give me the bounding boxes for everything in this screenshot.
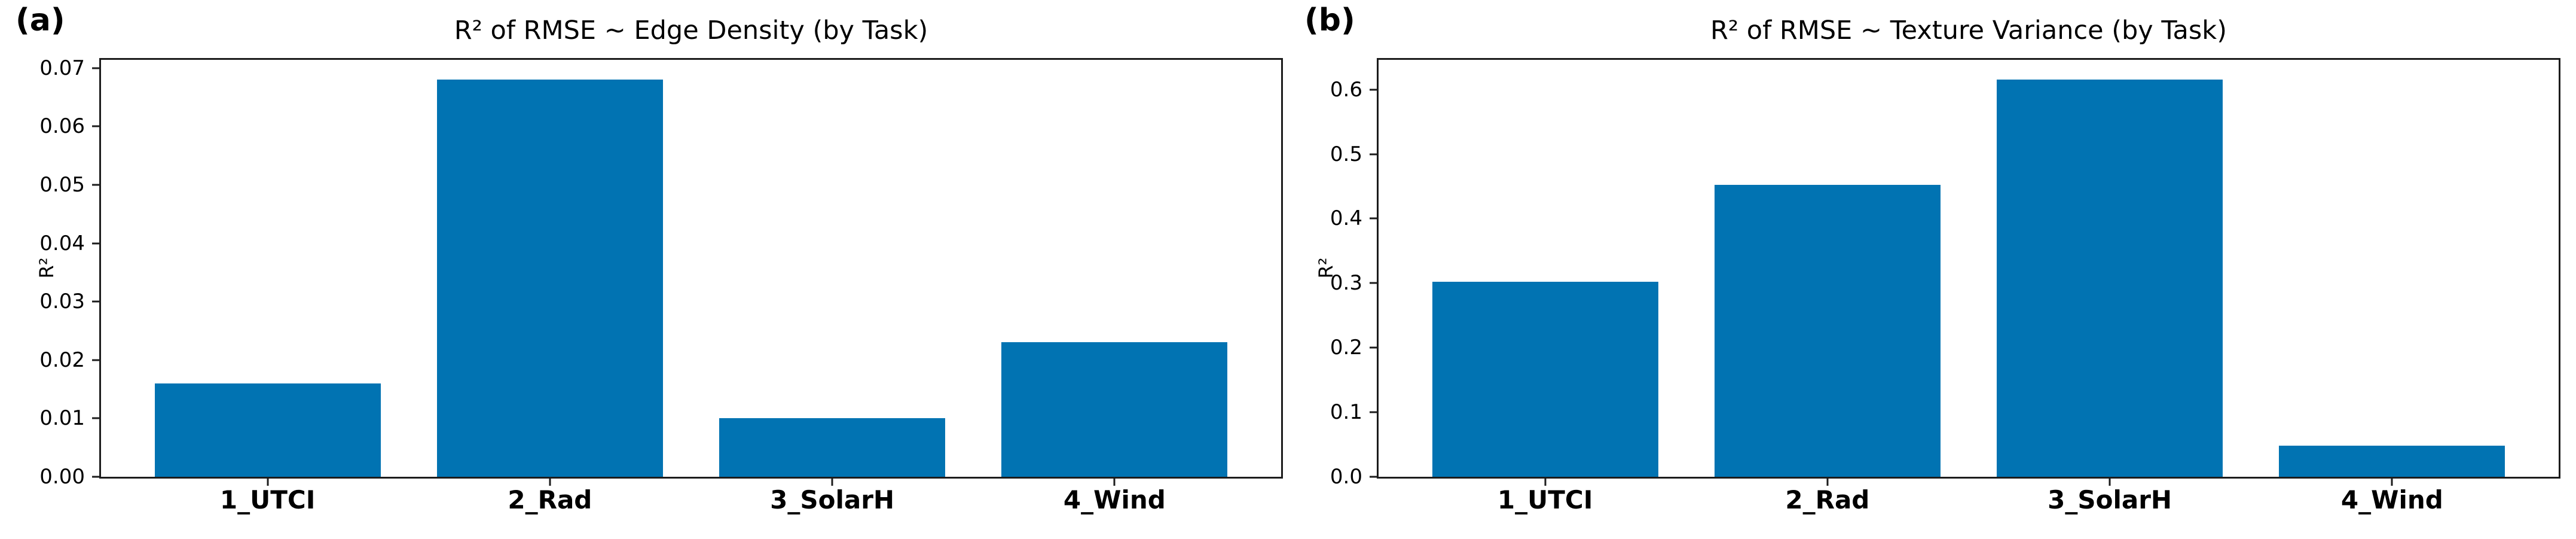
y-tick-mark [92, 67, 99, 69]
y-tick-label: 0.02 [39, 348, 85, 372]
x-tick-label: 1_UTCI [219, 485, 316, 514]
x-tick-mark [1113, 479, 1116, 486]
y-tick-label: 0.05 [39, 172, 85, 197]
x-tick-mark [2391, 479, 2393, 486]
y-tick-label: 0.5 [1330, 142, 1362, 166]
panel-b: (b) R² of RMSE ~ Texture Variance (by Ta… [1288, 0, 2575, 539]
y-tick-mark [92, 242, 99, 245]
x-tick-label: 1_UTCI [1497, 485, 1593, 514]
x-tick-label: 3_SolarH [2048, 485, 2172, 514]
bar-1_UTCI [154, 383, 381, 477]
y-tick-label: 0.06 [39, 114, 85, 139]
bar-3_SolarH [719, 418, 946, 477]
x-tick-label: 4_Wind [1063, 485, 1166, 514]
y-tick-mark [92, 476, 99, 478]
y-tick-label: 0.0 [1330, 465, 1362, 489]
x-tick-mark [1826, 479, 1829, 486]
bar-1_UTCI [1432, 282, 1658, 477]
panel-a: (a) R² of RMSE ~ Edge Density (by Task) … [16, 2, 1283, 513]
x-tick-mark [2109, 479, 2111, 486]
y-tick-label: 0.04 [39, 231, 85, 255]
plot-area: 0.00 0.01 0.02 0.03 0.04 0.05 0.06 0.07 1_UTCI 2_… [39, 58, 1281, 513]
chart-title-b: R² of RMSE ~ Texture Variance (by Task) [1710, 16, 2227, 45]
panel-label-a: (a) [16, 2, 65, 38]
x-tick-label: 3_SolarH [770, 485, 895, 514]
y-tick-label: 0.6 [1330, 77, 1362, 102]
bar-4_Wind [1001, 342, 1228, 477]
x-tick-mark [1544, 479, 1547, 486]
x-tick-mark [549, 479, 551, 486]
chart-title-a: R² of RMSE ~ Edge Density (by Task) [454, 16, 928, 45]
axes-b: 0.0 0.1 0.2 0.3 0.4 0.5 0.6 1_UTCI 2_Rad 3_SolarH… [1330, 58, 2560, 513]
y-tick-label: 0.03 [39, 290, 85, 314]
x-tick-mark [831, 479, 833, 486]
axes-a: 0.00 0.01 0.02 0.03 0.04 0.05 0.06 0.07 1_UTCI 2_… [39, 58, 1283, 513]
y-tick-label: 0.4 [1330, 206, 1362, 231]
y-tick-mark [1370, 476, 1377, 478]
y-tick-mark [1370, 282, 1377, 284]
panel-label-b: (b) [1304, 2, 1355, 38]
bar-4_Wind [2279, 446, 2505, 477]
y-tick-mark [1370, 411, 1377, 413]
y-tick-mark [92, 417, 99, 419]
plot-area: 0.0 0.1 0.2 0.3 0.4 0.5 0.6 1_UTCI 2_Rad 3_SolarH… [1330, 60, 2559, 513]
y-tick-label: 0.01 [39, 406, 85, 431]
x-tick-mark [267, 479, 269, 486]
bar-2_Rad [1714, 185, 1941, 477]
y-tick-mark [92, 359, 99, 361]
bar-3_SolarH [1997, 80, 2223, 477]
y-tick-label: 0.1 [1330, 400, 1362, 425]
x-tick-label: 2_Rad [508, 485, 592, 514]
y-axis-label-a: R² [35, 257, 58, 279]
y-tick-mark [92, 125, 99, 127]
y-tick-label: 0.07 [39, 56, 85, 80]
y-tick-label: 0.00 [39, 465, 85, 489]
y-tick-mark [92, 300, 99, 303]
y-tick-mark [1370, 89, 1377, 91]
y-tick-label: 0.2 [1330, 336, 1362, 360]
x-tick-label: 2_Rad [1785, 485, 1870, 514]
y-tick-mark [92, 184, 99, 186]
y-tick-mark [1370, 217, 1377, 220]
y-tick-mark [1370, 153, 1377, 156]
x-tick-label: 4_Wind [2340, 485, 2443, 514]
y-tick-label: 0.3 [1330, 271, 1362, 296]
bar-2_Rad [436, 80, 663, 477]
y-tick-mark [1370, 346, 1377, 349]
